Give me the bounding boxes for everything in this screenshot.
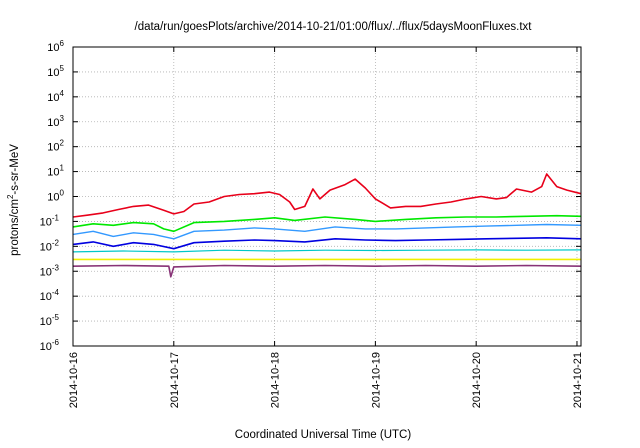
tick-group: 10610510410310210110010-110-210-310-410-… — [40, 39, 584, 408]
series-line — [72, 223, 582, 240]
y-tick-label-exp: 4 — [60, 89, 65, 98]
series-line — [72, 173, 582, 218]
y-tick-label-exp: -6 — [52, 338, 60, 347]
chart-title: /data/run/goesPlots/archive/2014-10-21/0… — [135, 21, 533, 33]
y-tick-label-exp: 2 — [60, 139, 65, 148]
series-line — [72, 237, 582, 250]
y-tick-label-base: 10 — [47, 67, 59, 79]
y-tick-label-exp: -2 — [52, 238, 60, 247]
y-tick-label: 103 — [47, 114, 64, 129]
y-tick-label: 10-3 — [40, 263, 60, 278]
y-tick-label-base: 10 — [47, 117, 59, 129]
y-tick-label-base: 10 — [40, 291, 52, 303]
y-tick-label: 10-1 — [40, 213, 60, 228]
series-line — [72, 249, 582, 253]
y-tick-label: 10-6 — [40, 338, 60, 353]
x-tick-label: 2014-10-17 — [169, 352, 181, 408]
y-tick-label-base: 10 — [47, 192, 59, 204]
y-tick-label-base: 10 — [47, 142, 59, 154]
y-tick-label: 10-5 — [40, 313, 60, 328]
y-tick-label-base: 10 — [40, 241, 52, 253]
series-group — [72, 173, 582, 278]
y-tick-label-base: 10 — [40, 216, 52, 228]
grid — [73, 47, 581, 346]
y-tick-label-base: 10 — [40, 316, 52, 328]
y-axis-label-sup: 2 — [6, 194, 15, 199]
y-tick-label-base: 10 — [47, 167, 59, 179]
y-axis-label-base: protons/cm — [9, 199, 21, 256]
y-tick-label-base: 10 — [47, 42, 59, 54]
y-tick-label-exp: 0 — [60, 189, 65, 198]
y-tick-label-exp: 1 — [60, 164, 65, 173]
y-tick-label-exp: -5 — [52, 313, 60, 322]
y-tick-label: 104 — [47, 89, 64, 104]
x-tick-label: 2014-10-18 — [270, 352, 282, 408]
y-tick-label: 106 — [47, 39, 64, 54]
series-line — [72, 214, 582, 233]
y-tick-label: 102 — [47, 139, 64, 154]
y-tick-label: 101 — [47, 164, 64, 179]
x-tick-label: 2014-10-19 — [370, 352, 382, 408]
y-tick-label: 10-2 — [40, 238, 60, 253]
x-tick-label: 2014-10-21 — [572, 352, 584, 408]
y-tick-label-exp: -4 — [52, 288, 60, 297]
y-axis-label: protons/cm2-s-sr-MeV — [6, 144, 21, 256]
y-tick-label-base: 10 — [40, 266, 52, 278]
series-line — [72, 264, 582, 278]
y-tick-label: 105 — [47, 64, 64, 79]
x-tick-label: 2014-10-16 — [68, 352, 80, 408]
y-tick-label: 10-4 — [40, 288, 60, 303]
y-tick-label-exp: 5 — [60, 64, 65, 73]
x-axis-label: Coordinated Universal Time (UTC) — [235, 429, 412, 441]
y-tick-label: 100 — [47, 189, 64, 204]
x-tick-label: 2014-10-20 — [471, 352, 483, 408]
y-tick-label-exp: 6 — [60, 39, 65, 48]
y-tick-label-exp: -3 — [52, 263, 60, 272]
y-tick-label-exp: -1 — [52, 213, 60, 222]
y-tick-label-exp: 3 — [60, 114, 65, 123]
y-tick-label-base: 10 — [40, 341, 52, 353]
y-axis-label-rest: -s-sr-MeV — [9, 144, 21, 195]
y-tick-label-base: 10 — [47, 92, 59, 104]
